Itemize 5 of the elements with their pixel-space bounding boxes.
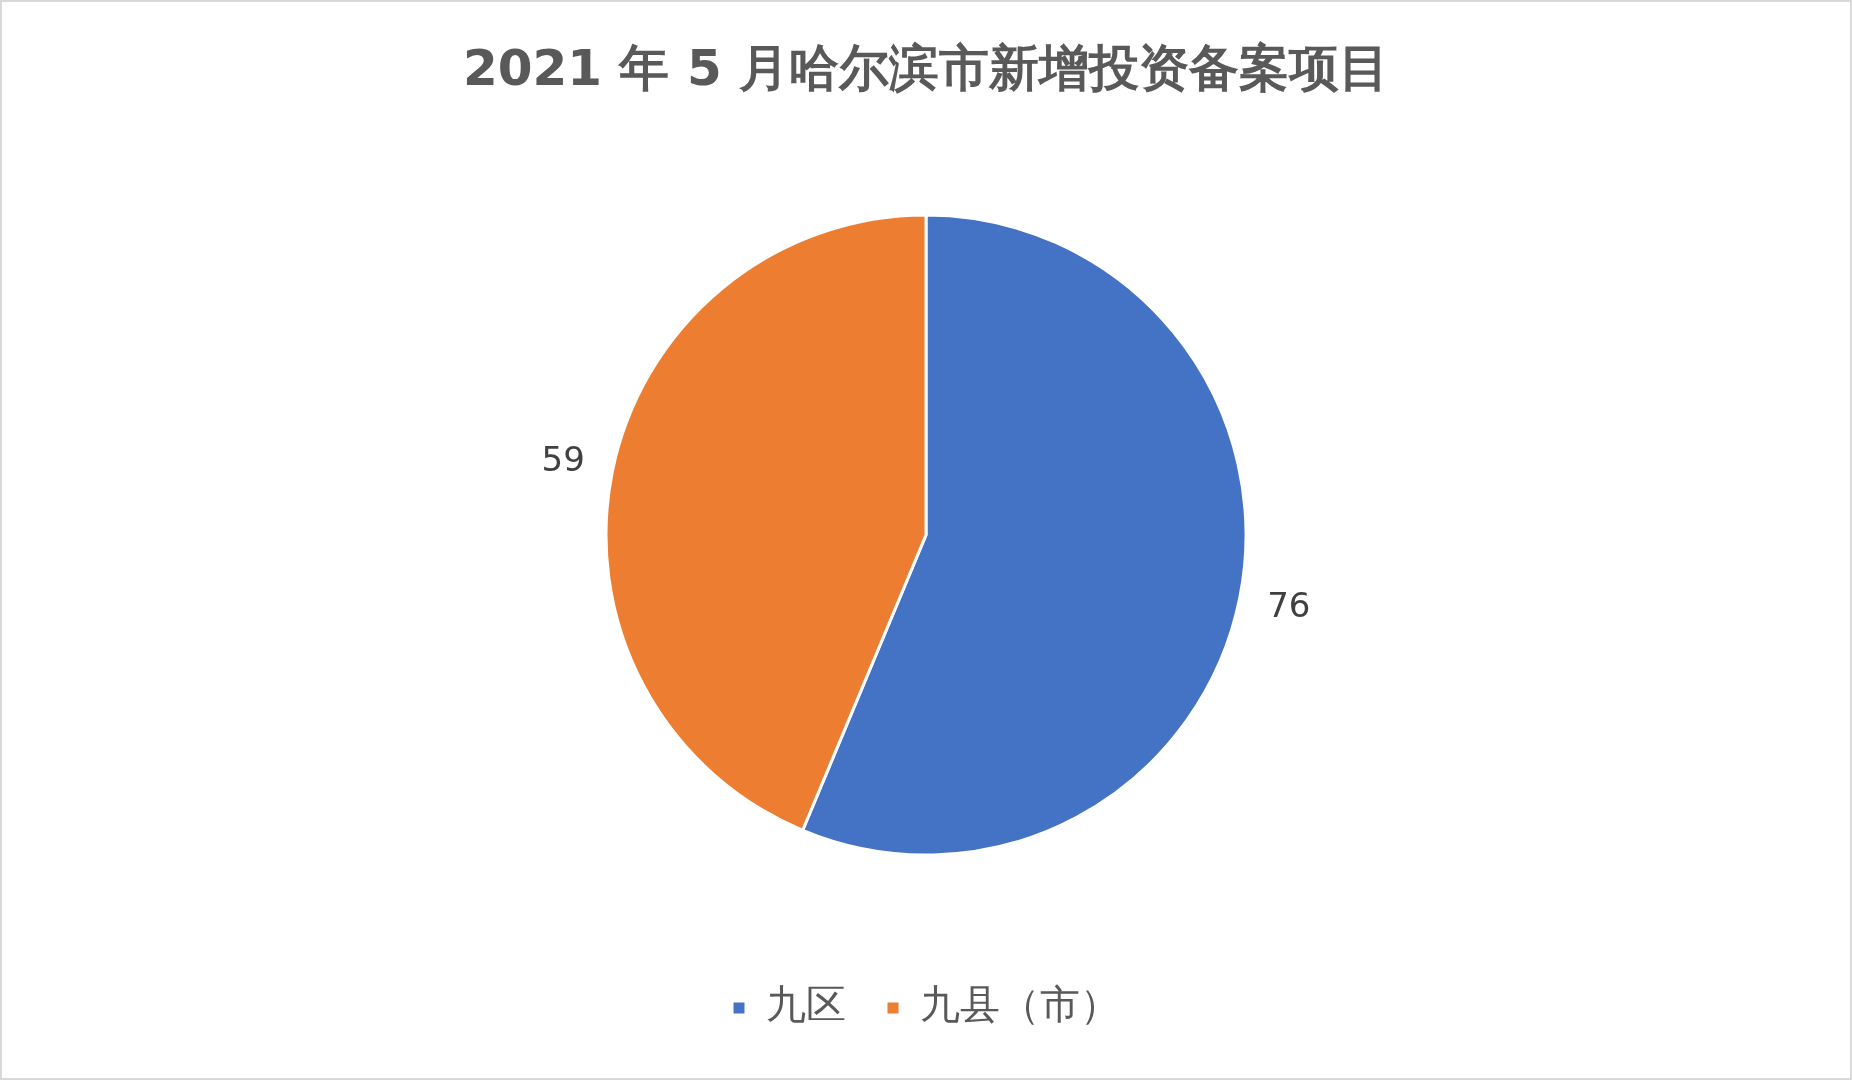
data-label: 76: [1267, 584, 1311, 625]
data-label: 59: [541, 439, 585, 480]
legend-label: 九区: [766, 981, 846, 1028]
chart-title: 2021 年 5 月哈尔滨市新增投资备案项目: [462, 38, 1390, 97]
legend-label: 九县（市）: [920, 981, 1120, 1028]
